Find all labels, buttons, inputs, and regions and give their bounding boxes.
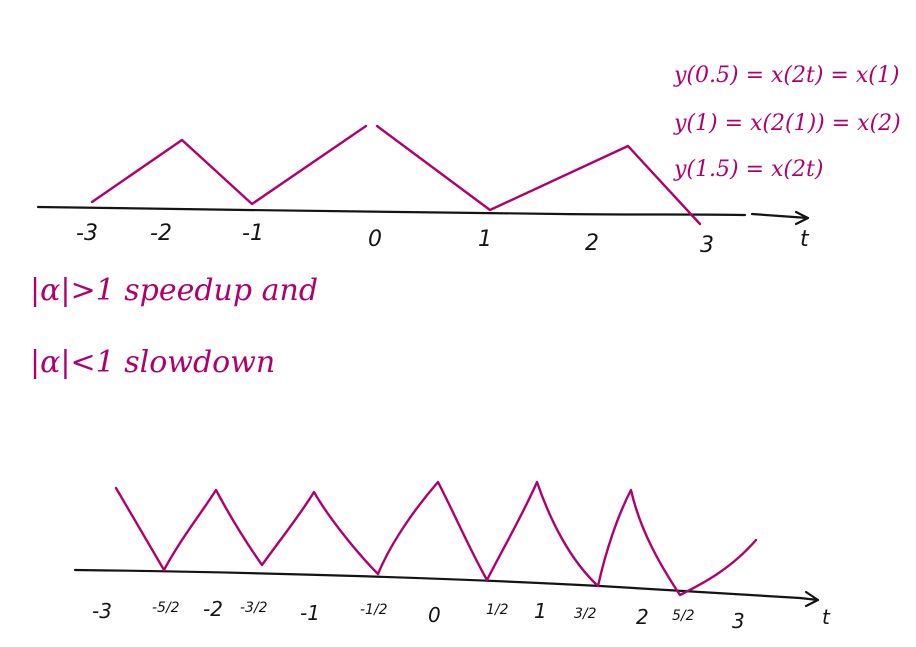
top-tick-label: -1 [242, 221, 264, 246]
note-slowdown: |α|<1 slowdown [30, 345, 275, 380]
top-graph: -3 -2 -1 0 1 2 3 t [36, 124, 810, 258]
top-tick-label: 1 [478, 227, 492, 252]
top-signal-curve [90, 124, 702, 226]
note-speedup: |α|>1 speedup and [30, 273, 318, 308]
equation-line: y(1) = x(2(1)) = x(2) [673, 111, 901, 136]
top-tick-label: 3 [700, 233, 714, 258]
top-tick-label: -2 [150, 221, 172, 246]
top-axis-arrow [750, 210, 810, 226]
bottom-tick-label: 3/2 [574, 606, 597, 622]
bottom-tick-label: 3 [732, 609, 745, 633]
bottom-tick-label: 1/2 [486, 602, 509, 618]
equation-line: y(1.5) = x(2t) [673, 157, 823, 182]
bottom-tick-label: -1/2 [360, 602, 388, 618]
top-tick-label: 0 [368, 227, 382, 252]
bottom-tick-label: 2 [636, 605, 649, 629]
bottom-tick-label: 1 [534, 599, 547, 623]
bottom-axis-label: t [822, 605, 831, 629]
bottom-axis-arrow [798, 590, 820, 608]
bottom-graph: -3 -5/2 -2 -3/2 -1 -1/2 0 1/2 1 3/2 2 5/… [73, 480, 831, 633]
top-axis-line [36, 205, 747, 217]
top-tick-label: 2 [585, 231, 599, 256]
bottom-tick-label: -3 [92, 599, 112, 623]
bottom-tick-label: 5/2 [672, 608, 695, 624]
top-tick-label: -3 [76, 221, 98, 246]
bottom-tick-label: -3/2 [240, 600, 268, 616]
bottom-tick-label: -5/2 [152, 600, 180, 616]
top-axis-label: t [800, 227, 810, 252]
notes: |α|>1 speedup and |α|<1 slowdown [30, 273, 318, 380]
equations: y(0.5) = x(2t) = x(1) y(1) = x(2(1)) = x… [673, 63, 901, 182]
bottom-tick-label: 0 [428, 603, 441, 627]
bottom-signal-curve [114, 480, 758, 597]
equation-line: y(0.5) = x(2t) = x(1) [673, 63, 899, 88]
bottom-tick-label: -1 [300, 601, 320, 625]
bottom-axis-line [73, 568, 802, 600]
bottom-tick-label: -2 [203, 597, 223, 621]
